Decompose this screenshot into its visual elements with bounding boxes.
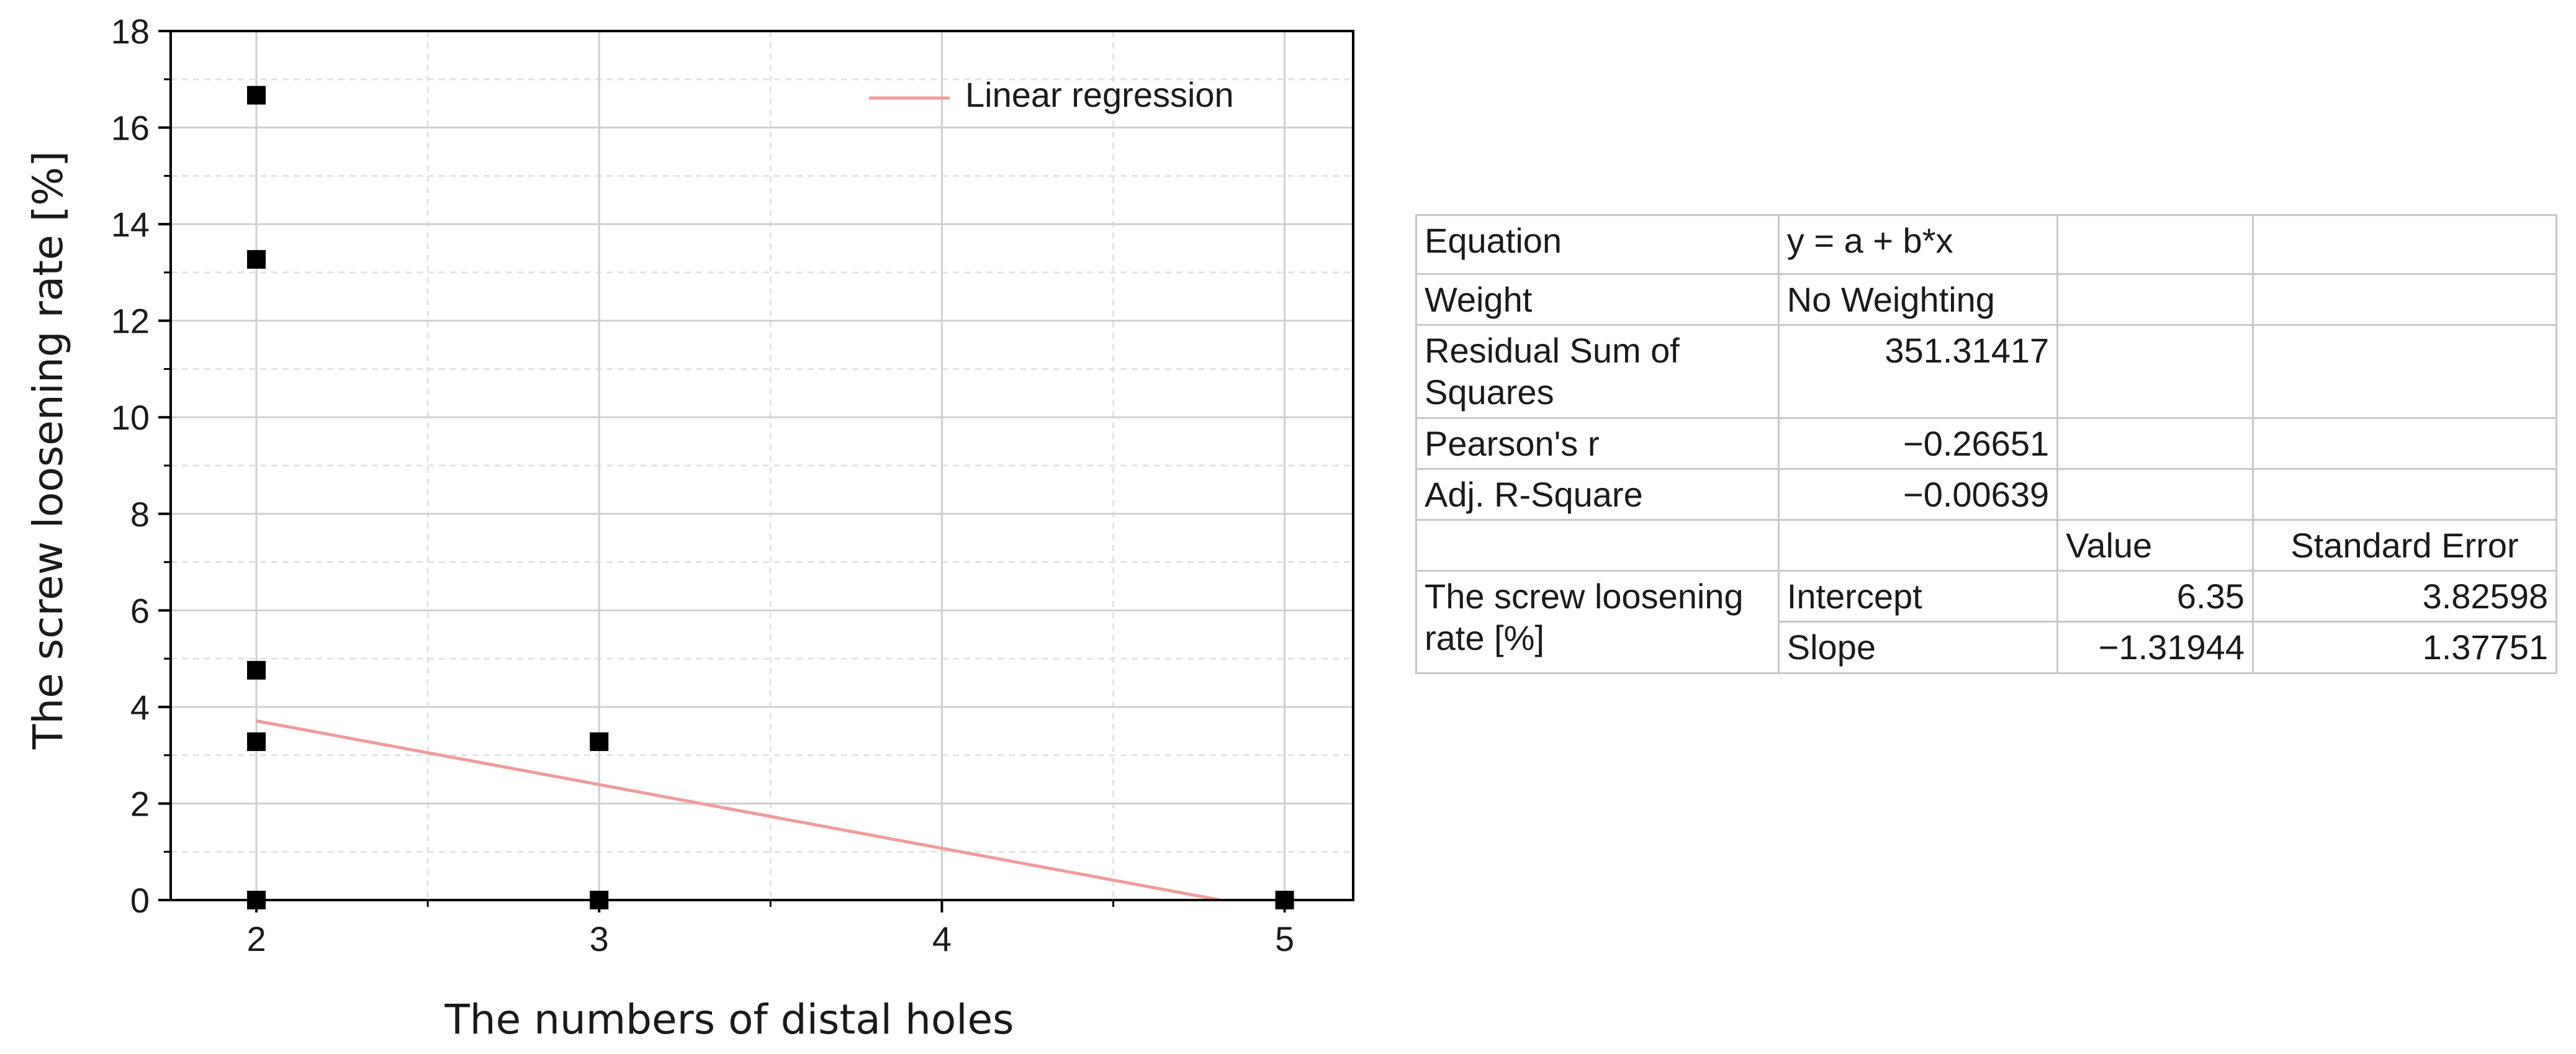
regression-layer (256, 719, 1220, 902)
data-point (247, 250, 266, 269)
row-value: 351.31417 (1777, 324, 2059, 419)
param-name: Intercept (1777, 570, 2059, 623)
table-row: Pearson's r −0.26651 (1415, 417, 2558, 470)
regression-results-table: Equation y = a + b*x Weight No Weighting… (1415, 214, 2558, 674)
y-tick-label: 12 (111, 302, 150, 341)
y-axis-title: The screw loosening rate [%] (24, 151, 72, 750)
points-layer (247, 86, 1294, 909)
y-tick-label: 14 (111, 205, 150, 244)
row-value: −0.26651 (1777, 417, 2059, 470)
table-row: Equation y = a + b*x (1415, 214, 2558, 275)
param-value: 6.35 (2056, 570, 2254, 623)
row-label: Adj. R-Square (1415, 467, 1780, 521)
x-tick-label: 4 (932, 919, 952, 958)
table-row: Slope −1.31944 1.37751 (1416, 621, 2558, 674)
y-tick-label: 0 (130, 881, 150, 920)
group-label: The screw loosening rate [%] (1415, 570, 1780, 674)
row-label: Pearson's r (1415, 417, 1780, 470)
table-row: Weight No Weighting (1415, 273, 2558, 327)
y-tick-label: 4 (130, 688, 150, 727)
header-value: Value (2056, 518, 2254, 572)
y-tick-label: 8 (130, 495, 150, 534)
major-grid (171, 31, 1353, 900)
param-error: 1.37751 (2251, 621, 2558, 674)
legend: Linear regression (869, 75, 1234, 114)
x-tick-label: 2 (246, 919, 266, 958)
table-row: Adj. R-Square −0.00639 (1415, 467, 2558, 521)
axis-ticks (158, 30, 1286, 912)
x-tick-label: 3 (590, 919, 609, 958)
row-label: Equation (1415, 214, 1780, 275)
tick-labels: 0 2 4 6 8 10 12 14 16 18 2 3 4 5 (111, 12, 1294, 958)
header-error: Standard Error (2251, 518, 2558, 572)
y-tick-label: 16 (111, 109, 150, 148)
param-value: −1.31944 (2056, 621, 2254, 674)
y-tick-label: 6 (130, 591, 150, 630)
plot-frame (169, 30, 1354, 901)
regression-line (256, 719, 1220, 902)
row-value: −0.00639 (1777, 467, 2059, 521)
param-error: 3.82598 (2251, 570, 2558, 623)
row-value: y = a + b*x (1777, 214, 2059, 275)
table-row: Residual Sum of Squares 351.31417 (1415, 324, 2558, 419)
scatter-chart: 0 2 4 6 8 10 12 14 16 18 2 3 4 5 Linear regression Th… (24, 12, 1354, 1043)
row-value: No Weighting (1777, 273, 2059, 327)
param-name: Slope (1777, 621, 2059, 674)
table-row: The screw loosening rate [%] Intercept 6… (1415, 570, 2558, 674)
data-point (590, 732, 609, 751)
y-tick-label: 18 (111, 12, 150, 51)
data-point (247, 732, 266, 751)
table-row: Value Standard Error (1415, 518, 2558, 572)
data-point (247, 86, 266, 105)
y-tick-label: 10 (111, 398, 150, 437)
row-label: Residual Sum of Squares (1415, 324, 1780, 419)
minor-grid (171, 31, 1353, 900)
row-label: Weight (1415, 273, 1780, 327)
x-axis-title: The numbers of distal holes (444, 996, 1014, 1043)
y-tick-label: 2 (130, 784, 150, 823)
x-tick-label: 5 (1275, 919, 1294, 958)
data-point (247, 660, 266, 680)
legend-label: Linear regression (965, 75, 1234, 114)
